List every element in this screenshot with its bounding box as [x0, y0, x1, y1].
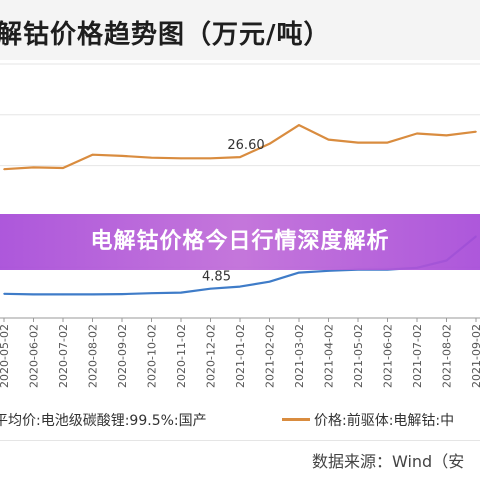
data-point [327, 270, 330, 272]
x-tick-label: 2021-02-02 [264, 324, 277, 388]
data-point [268, 280, 271, 283]
data-point [121, 155, 123, 157]
x-tick-label: 2020-10-02 [146, 324, 159, 388]
x-tick-label: 2020-06-02 [28, 324, 41, 388]
data-point [298, 271, 300, 274]
x-tick-label: 2020-09-02 [116, 324, 129, 388]
source-note: 数据来源：Wind（安 [312, 452, 465, 471]
x-tick-label: 2020-12-02 [205, 324, 218, 388]
x-tick-label: 2021-03-02 [293, 324, 306, 388]
x-tick-label: 2020-07-02 [57, 324, 70, 388]
legend-cobalt-label: 价格:前驱体:电解钴:中 [314, 413, 455, 429]
x-tick-label: 2021-05-02 [352, 324, 365, 388]
data-point [62, 167, 64, 169]
data-point [180, 291, 182, 294]
data-point [239, 285, 241, 288]
data-point [445, 134, 448, 137]
data-point [150, 292, 153, 295]
title-bar [0, 0, 480, 60]
data-point [32, 166, 35, 169]
legend: 平均价:电池级碳酸锂:99.5%:国产 价格:前驱体:电解钴:中 [0, 406, 480, 432]
x-tick-label: 2021-06-02 [382, 324, 395, 388]
data-point [298, 124, 300, 126]
data-point [416, 132, 418, 135]
data-point [91, 293, 94, 296]
data-point [121, 293, 123, 295]
data-point [32, 293, 35, 296]
x-tick-label: 2020-05-02 [0, 324, 11, 388]
data-point [209, 157, 212, 160]
data-point [386, 141, 389, 144]
x-tick-label: 2021-08-02 [441, 324, 454, 388]
x-axis-ticks: 2020-05-02 2020-06-02 2020-07-02 2020-08-02… [0, 318, 480, 388]
data-point [239, 156, 241, 158]
annotations: 26.60 4.85 [202, 138, 265, 285]
x-tick-label: 2020-11-02 [175, 324, 188, 388]
data-point [62, 293, 64, 296]
x-tick-label: 2021-01-02 [234, 324, 247, 388]
legend-lithium-label: 平均价:电池级碳酸锂:99.5%:国产 [0, 413, 207, 429]
data-point [357, 141, 359, 144]
x-tick-label: 2021-07-02 [411, 324, 424, 388]
chart-title: 解钴价格趋势图（万元/吨） [0, 20, 331, 50]
x-tick-label: 2020-08-02 [87, 324, 100, 388]
banner-bg [0, 214, 480, 270]
data-label: 4.85 [202, 270, 231, 285]
data-point [268, 143, 271, 145]
data-point [475, 130, 477, 133]
data-point [150, 156, 153, 159]
data-point [91, 153, 94, 156]
data-point [3, 168, 5, 171]
data-point [180, 157, 182, 160]
x-tick-label: 2021-09-02 [470, 324, 480, 388]
x-tick-label: 2021-04-02 [323, 324, 336, 388]
grid-layer [0, 63, 480, 319]
data-point [327, 138, 330, 141]
data-point [209, 287, 212, 290]
data-label: 26.60 [227, 138, 264, 153]
legend-cobalt-swatch [282, 418, 310, 421]
divider [0, 440, 480, 441]
banner-title: 电解钴价格今日行情深度解析 [90, 229, 390, 254]
data-point [3, 293, 5, 295]
